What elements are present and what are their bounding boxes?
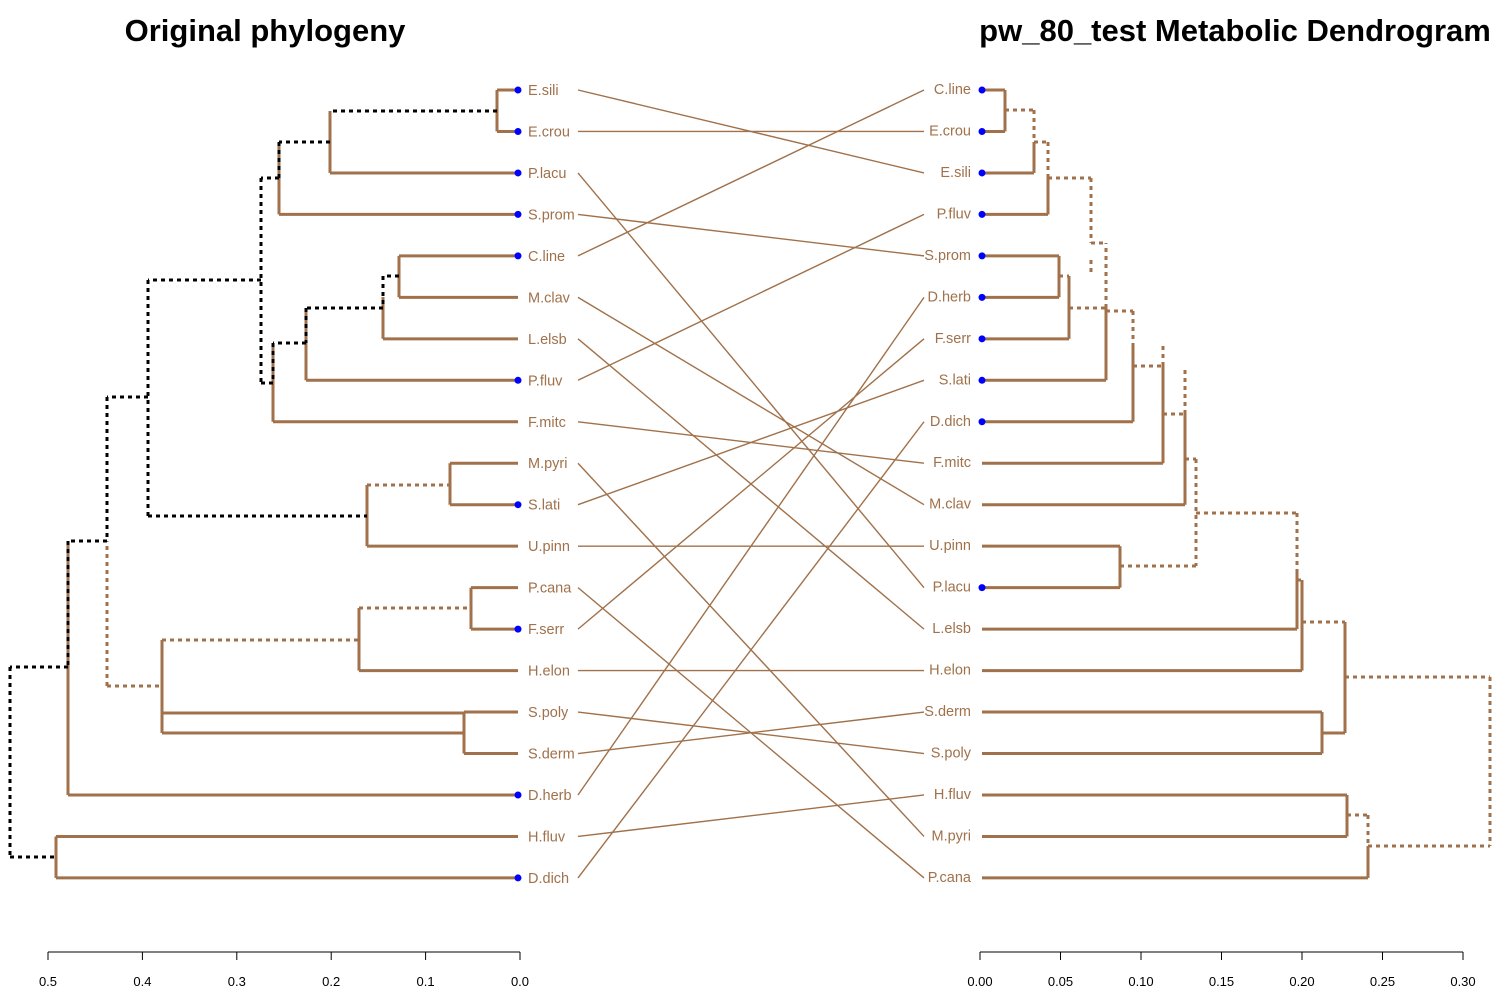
right-tick-label: 0.20 [1289,974,1314,989]
left-tick-label: 0.5 [39,974,57,989]
left-leaf-label: C.line [528,249,565,265]
left-leaf-label: S.lati [528,498,560,514]
right-title: pw_80_test Metabolic Dendrogram [979,13,1491,48]
left-leaf-label: M.pyri [528,456,567,472]
right-tick-label: 0.25 [1370,974,1395,989]
connector-line [577,794,925,838]
left-tick-label: 0.2 [322,974,340,989]
leaf-marker [514,210,522,218]
right-leaf-label: L.elsb [932,621,971,637]
right-leaf-label: P.cana [928,870,972,886]
leaf-marker [978,418,986,426]
left-leaf-label: E.sili [528,83,559,99]
leaf-marker [514,791,522,799]
left-leaf-label: U.pinn [528,539,570,555]
leaf-marker [514,376,522,384]
leaf-marker [978,376,986,384]
left-leaf-label: P.lacu [528,166,566,182]
leaf-marker [978,584,986,592]
left-title: Original phylogeny [125,13,407,48]
right-dendrogram [978,86,1492,880]
right-leaf-label: D.dich [930,414,971,430]
right-leaf-label: P.fluv [937,206,972,222]
left-leaf-label: E.crou [528,124,570,140]
leaf-marker [978,210,986,218]
left-tick-label: 0.4 [133,974,151,989]
left-tick-label: 0.1 [417,974,435,989]
leaf-marker [514,169,522,177]
left-tick-label: 0.0 [511,974,529,989]
right-leaf-labels: C.line E.crou E.sili P.fluv S.prom D.herb F.se… [924,82,972,886]
left-leaf-label: H.fluv [528,829,566,845]
leaf-marker [514,874,522,882]
left-leaf-label: P.fluv [528,373,563,389]
right-tick-label: 0.10 [1128,974,1153,989]
left-leaf-label: S.derm [528,747,575,763]
connector-line [577,379,925,506]
right-leaf-label: F.serr [935,331,971,347]
leaf-marker [978,252,986,260]
connector-line [577,213,925,257]
leaf-marker [514,252,522,260]
right-leaf-label: E.sili [940,165,971,181]
left-dendrogram [8,86,522,882]
right-leaf-label: S.derm [924,704,971,720]
left-leaf-label: F.serr [528,622,564,638]
connector-line [577,711,925,755]
leaf-marker [978,335,986,343]
left-leaf-label: S.poly [528,705,569,721]
right-leaf-label: E.crou [929,123,971,139]
right-leaf-label: P.lacu [933,580,971,596]
leaf-marker [514,501,522,509]
connector-line [577,296,925,506]
connector-line [577,89,925,257]
right-axis: 0.00 0.05 0.10 0.15 0.20 0.25 0.30 [967,951,1476,989]
connector-lines [577,89,925,879]
leaf-marker [514,625,522,633]
connector-line [577,172,925,589]
left-leaf-labels: E.sili E.crou P.lacu S.prom C.line M.clav L.el… [528,83,575,887]
leaf-marker [978,127,986,135]
left-leaf-label: L.elsb [528,332,567,348]
right-tick-label: 0.00 [967,974,992,989]
left-leaf-label: H.elon [528,664,570,680]
right-leaf-label: M.pyri [932,828,971,844]
right-leaf-label: D.herb [927,289,971,305]
right-leaf-label: F.mitc [933,455,971,471]
leaf-marker [514,86,522,94]
connector-line [577,213,925,381]
leaf-marker [978,86,986,94]
right-tick-label: 0.15 [1209,974,1234,989]
left-tick-label: 0.3 [228,974,246,989]
right-leaf-label: S.lati [939,372,971,388]
left-leaf-label: D.dich [528,871,569,887]
right-leaf-label: S.prom [924,248,971,264]
leaf-marker [978,169,986,177]
right-tick-label: 0.05 [1048,974,1073,989]
leaf-marker [514,127,522,135]
right-leaf-label: U.pinn [929,538,971,554]
leaf-marker [978,293,986,301]
connector-line [577,296,925,796]
left-leaf-label: S.prom [528,207,575,223]
left-leaf-label: M.clav [528,290,571,306]
left-leaf-label: F.mitc [528,415,566,431]
left-axis: 0.5 0.4 0.3 0.2 0.1 0.0 [39,951,529,989]
right-leaf-label: C.line [934,82,971,98]
right-leaf-label: H.fluv [934,787,972,803]
connector-line [577,338,925,630]
left-leaf-label: P.cana [528,581,572,597]
right-tick-label: 0.30 [1450,974,1475,989]
right-leaf-label: H.elon [929,663,971,679]
left-leaf-label: D.herb [528,788,572,804]
right-leaf-label: M.clav [929,497,972,513]
right-leaf-label: S.poly [931,746,972,762]
connector-line [577,421,925,879]
